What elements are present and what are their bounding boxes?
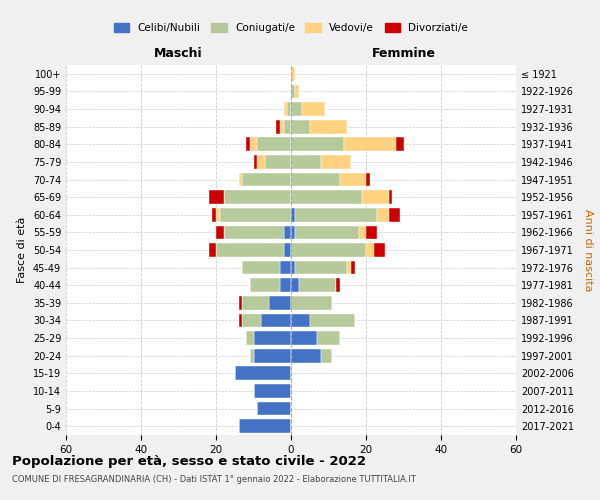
Bar [287,102,291,116]
Bar [257,155,265,169]
Legend: Celibi/Nubili, Coniugati/e, Vedovi/e, Divorziati/e: Celibi/Nubili, Coniugati/e, Vedovi/e, Di… [110,18,472,37]
Bar [254,331,291,345]
Bar [291,314,310,328]
Bar [310,120,347,134]
Bar [340,172,366,186]
Bar [295,84,299,98]
Bar [291,208,295,222]
Bar [223,190,291,204]
Bar [366,226,377,239]
Bar [347,260,351,274]
Bar [239,296,242,310]
Bar [284,243,291,257]
Bar [291,102,302,116]
Bar [321,349,332,362]
Bar [265,155,291,169]
Bar [366,243,373,257]
Y-axis label: Anni di nascita: Anni di nascita [583,209,593,291]
Bar [239,420,291,433]
Text: Maschi: Maschi [154,46,203,60]
Bar [336,278,340,292]
Bar [291,155,321,169]
Y-axis label: Fasce di età: Fasce di età [17,217,27,283]
Bar [216,243,284,257]
Bar [317,331,340,345]
Bar [291,67,295,80]
Text: COMUNE DI FRESAGRANDINARIA (CH) - Dati ISTAT 1° gennaio 2022 - Elaborazione TUTT: COMUNE DI FRESAGRANDINARIA (CH) - Dati I… [12,475,416,484]
Bar [239,172,242,186]
Bar [223,226,284,239]
Bar [280,260,291,274]
Bar [389,190,392,204]
Bar [295,208,377,222]
Bar [212,208,216,222]
Bar [242,314,261,328]
Bar [291,172,340,186]
Bar [291,260,295,274]
Bar [291,331,317,345]
Bar [257,138,291,151]
Bar [366,172,370,186]
Bar [302,102,325,116]
Bar [257,402,291,415]
Bar [396,138,404,151]
Bar [242,172,291,186]
Bar [276,120,280,134]
Bar [295,226,359,239]
Bar [246,138,250,151]
Bar [235,366,291,380]
Bar [291,349,321,362]
Bar [291,243,366,257]
Bar [284,226,291,239]
Bar [291,120,310,134]
Bar [284,120,291,134]
Bar [209,190,223,204]
Bar [377,208,389,222]
Bar [359,226,366,239]
Bar [216,208,220,222]
Bar [389,208,400,222]
Bar [254,349,291,362]
Bar [295,260,347,274]
Bar [291,84,295,98]
Bar [242,296,269,310]
Text: Popolazione per età, sesso e stato civile - 2022: Popolazione per età, sesso e stato civil… [12,455,366,468]
Bar [291,138,343,151]
Bar [250,138,257,151]
Bar [254,155,257,169]
Bar [291,190,362,204]
Bar [254,384,291,398]
Bar [280,278,291,292]
Bar [321,155,351,169]
Bar [250,278,280,292]
Bar [242,260,280,274]
Bar [250,349,254,362]
Bar [299,278,336,292]
Bar [209,243,216,257]
Bar [269,296,291,310]
Bar [220,208,291,222]
Bar [310,314,355,328]
Bar [291,296,332,310]
Bar [343,138,396,151]
Bar [246,331,254,345]
Bar [280,120,284,134]
Bar [216,226,223,239]
Bar [373,243,385,257]
Text: Femmine: Femmine [371,46,436,60]
Bar [291,226,295,239]
Bar [284,102,287,116]
Bar [351,260,355,274]
Bar [362,190,389,204]
Bar [261,314,291,328]
Bar [239,314,242,328]
Bar [291,278,299,292]
